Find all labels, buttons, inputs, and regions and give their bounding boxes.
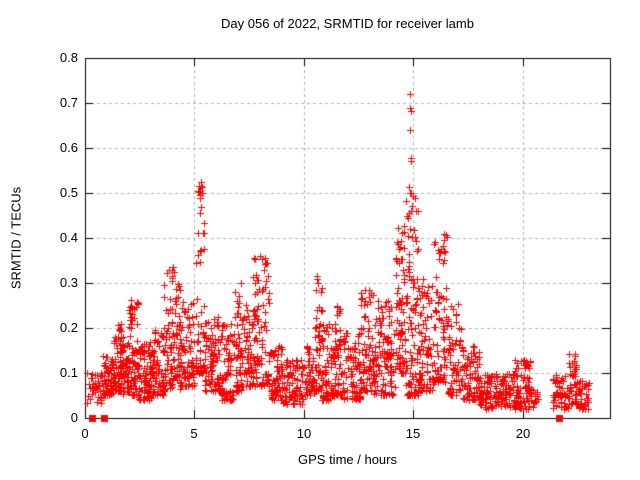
y-tick-label: 0.6: [59, 140, 78, 155]
y-tick-label: 0.1: [59, 365, 78, 380]
x-tick-label: 5: [190, 426, 198, 441]
x-tick-label: 15: [405, 426, 421, 441]
y-tick-label: 0.8: [59, 50, 78, 65]
x-tick-label: 20: [515, 426, 531, 441]
y-tick-label: 0.3: [59, 275, 78, 290]
y-tick-label: 0.4: [59, 230, 78, 245]
y-tick-label: 0.2: [59, 320, 78, 335]
x-tick-label: 0: [81, 426, 89, 441]
x-tick-label: 10: [296, 426, 312, 441]
y-tick-label: 0: [70, 410, 78, 425]
y-tick-label: 0.5: [59, 185, 78, 200]
x-axis-label: GPS time / hours: [298, 452, 397, 467]
y-tick-label: 0.7: [59, 95, 78, 110]
